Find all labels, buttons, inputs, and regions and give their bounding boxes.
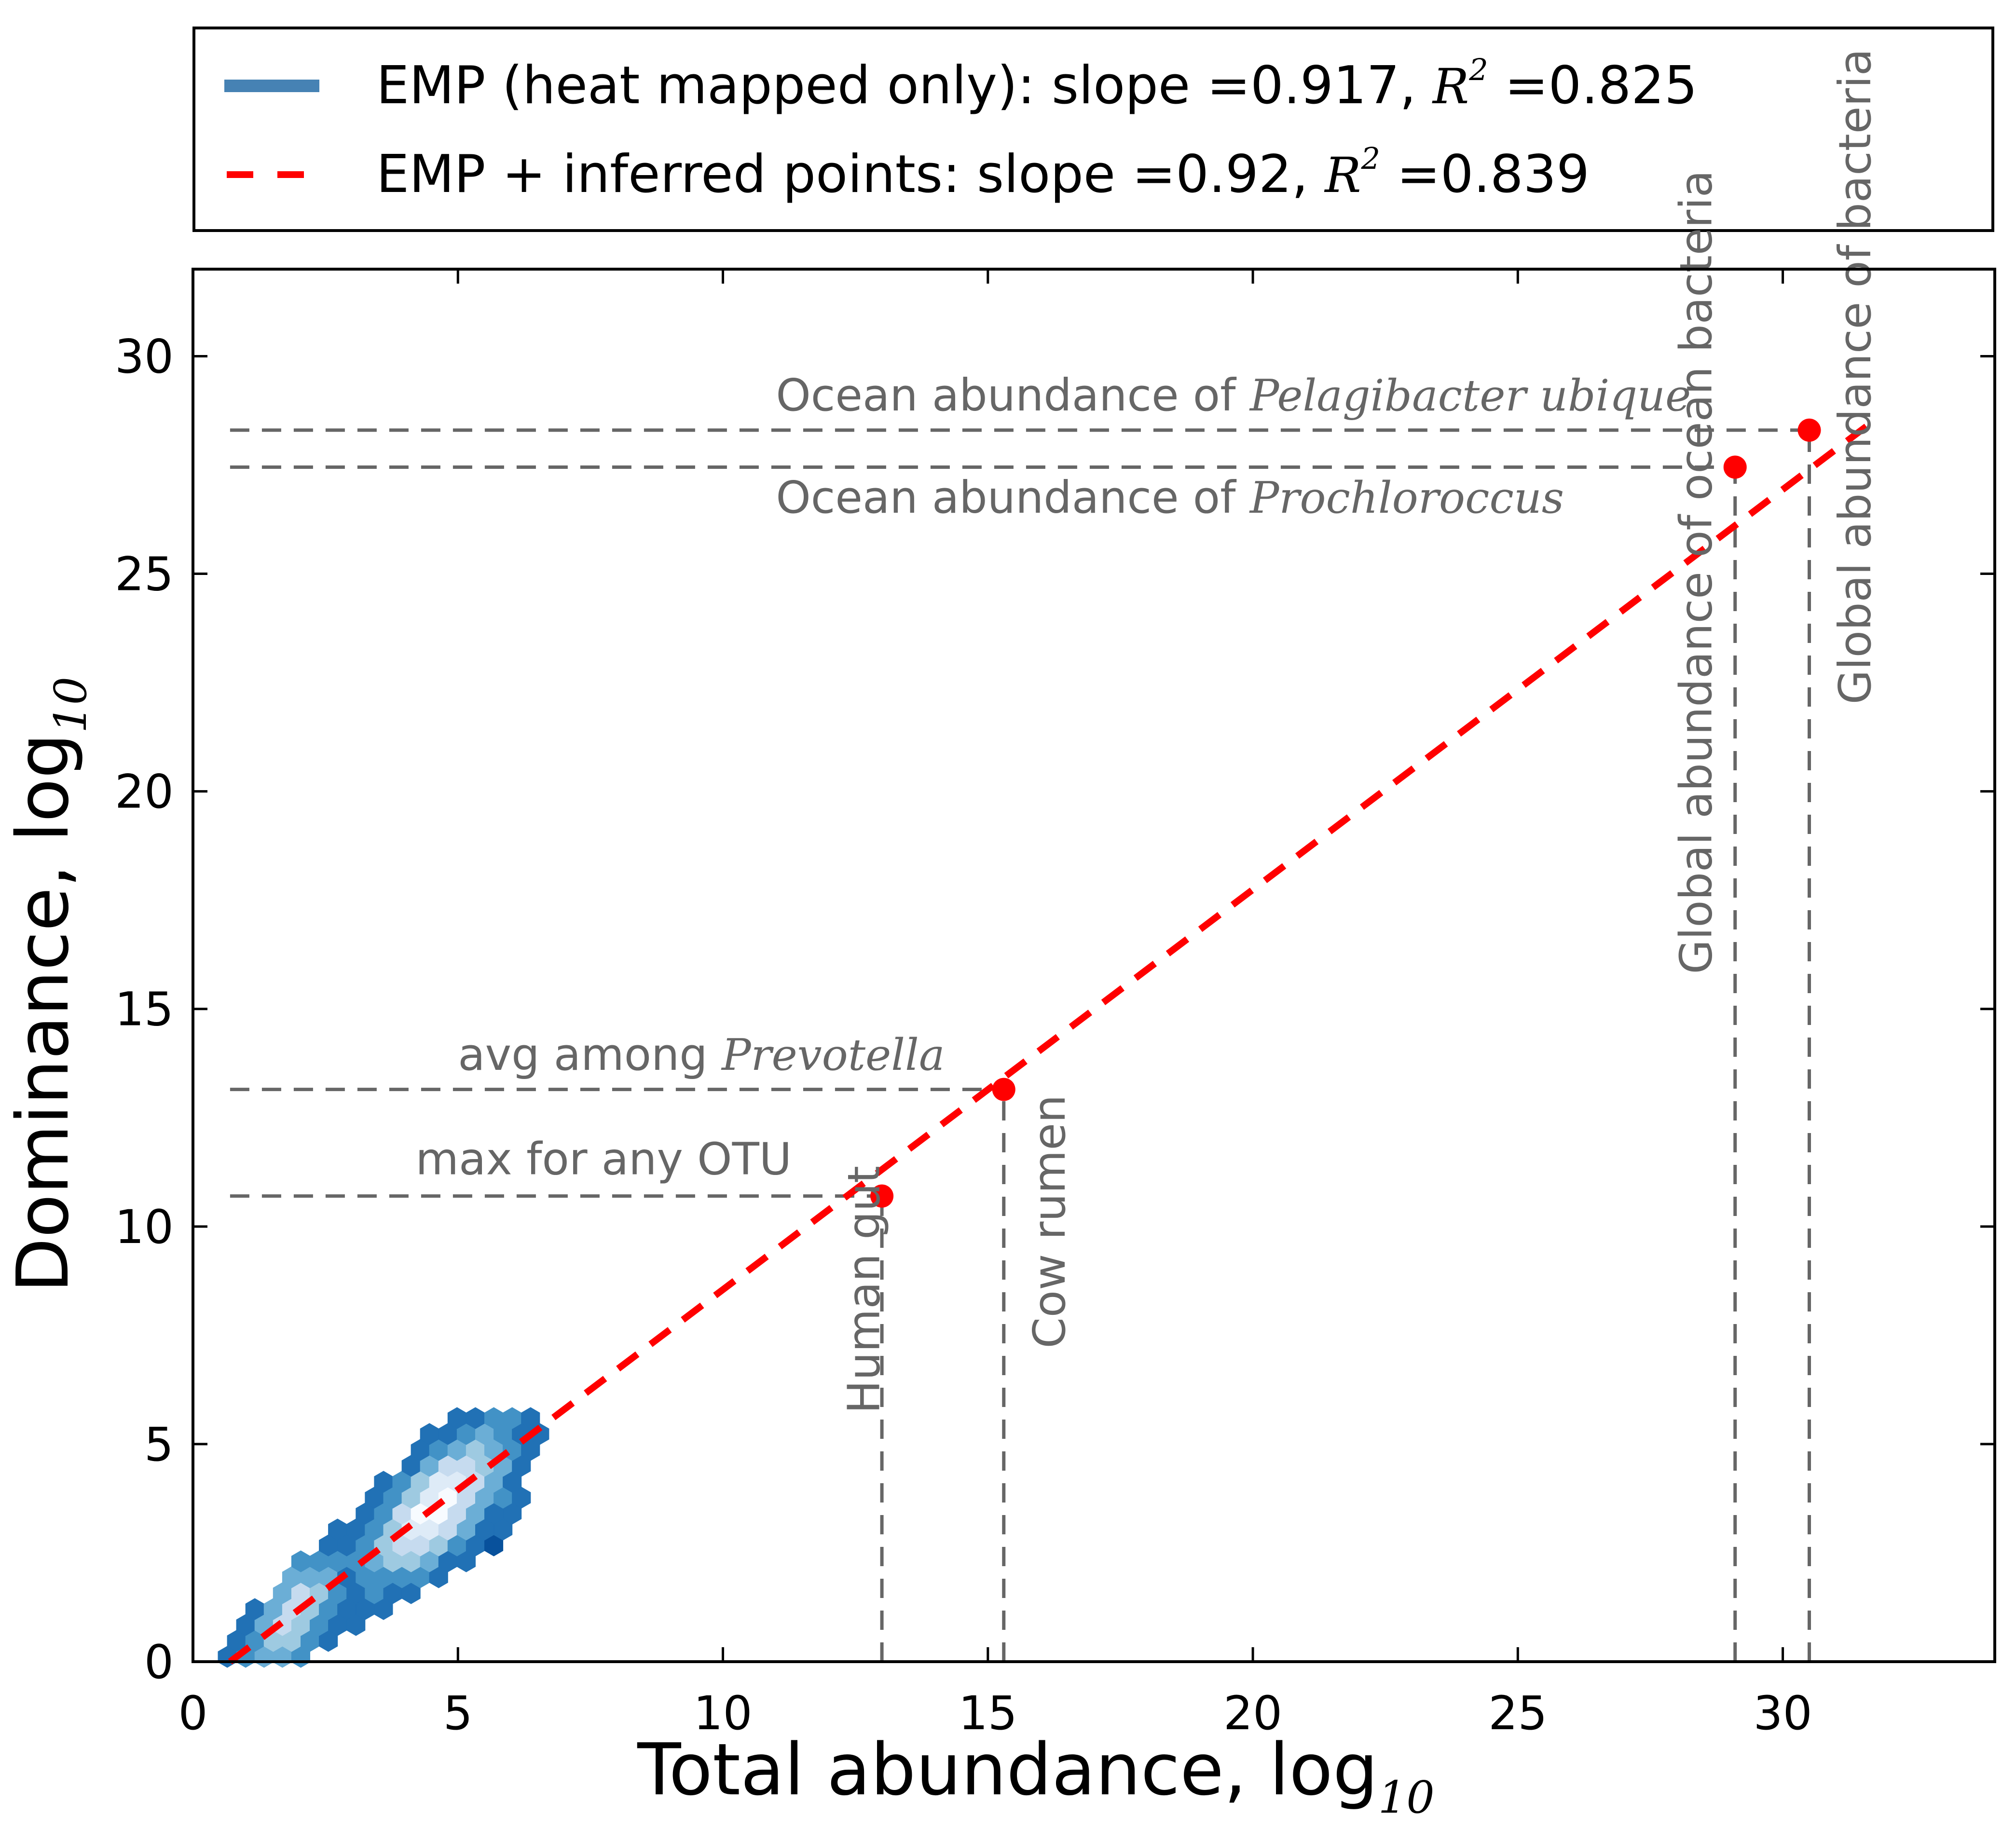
x-tick-label: 20 [1223, 1686, 1282, 1740]
annotation-text: Ocean abundance of [776, 369, 1249, 421]
x-axis-label-subscript: 10 [1378, 1772, 1435, 1823]
x-tick-label: 10 [693, 1686, 752, 1740]
annotation-label: Human gut [838, 1166, 890, 1414]
y-tick-label: 0 [144, 1635, 174, 1689]
x-tick-label: 15 [959, 1686, 1017, 1740]
legend-text: EMP + inferred points: slope =0.92, [376, 144, 1325, 205]
legend-r2-exp: 2 [1468, 52, 1488, 87]
fit-line [228, 419, 1875, 1665]
x-tick-label: 0 [178, 1686, 207, 1740]
legend-r2-symbol: R [1324, 147, 1361, 204]
y-tick-label: 20 [115, 765, 174, 819]
y-tick-label: 10 [115, 1200, 174, 1254]
y-tick-label: 5 [144, 1418, 174, 1472]
annotation-italic: Prevotella [721, 1030, 945, 1080]
data-point [992, 1078, 1015, 1101]
legend-frame [192, 27, 1994, 232]
annotation-text: Human gut [838, 1166, 890, 1414]
annotation-label: Global abundance of bacteria [1829, 49, 1881, 704]
x-tick-label: 25 [1488, 1686, 1547, 1740]
annotation-label: max for any OTU [415, 1134, 792, 1185]
annotation-text: Global abundance of bacteria [1829, 49, 1881, 704]
y-axis-label-subscript: 10 [45, 677, 96, 733]
x-tick-label: 5 [443, 1686, 473, 1740]
annotation-text: Cow rumen [1024, 1095, 1075, 1349]
legend-text: EMP (heat mapped only): slope =0.917, [376, 55, 1433, 116]
plot-area: Ocean abundance of Pelagibacter ubiqueOc… [1, 49, 1996, 1823]
legend-r2-exp: 2 [1361, 141, 1380, 176]
legend-r2-value: =0.825 [1488, 55, 1698, 116]
hexbin-layer [218, 1407, 549, 1668]
x-axis-label-text: Total abundance, log [637, 1728, 1378, 1811]
annotation-italic: Prochloroccus [1249, 473, 1564, 523]
legend-r2-symbol: R [1432, 58, 1469, 115]
annotation-text: avg among [458, 1029, 722, 1080]
x-axis-label: Total abundance, log10 [637, 1728, 1435, 1823]
legend: EMP (heat mapped only): slope =0.917, R2… [192, 27, 1994, 232]
plot-frame [192, 268, 1996, 1663]
annotation-text: Global abundance of ocean bacteria [1670, 170, 1722, 974]
y-tick-label: 15 [115, 983, 174, 1037]
y-axis-label-text: Dominance, log [1, 733, 84, 1293]
y-axis-label: Dominance, log10 [1, 677, 96, 1293]
annotation-text: max for any OTU [415, 1134, 792, 1185]
annotation-text: Ocean abundance of [776, 472, 1249, 523]
y-tick-label: 25 [115, 547, 174, 601]
y-tick-label: 30 [115, 329, 174, 383]
x-tick-label: 30 [1754, 1686, 1812, 1740]
annotation-label: Global abundance of ocean bacteria [1670, 170, 1722, 974]
hexbin-cell [521, 1407, 540, 1429]
annotation-italic: Pelagibacter ubique [1249, 370, 1691, 421]
legend-r2-value: =0.839 [1380, 144, 1590, 205]
data-point [1723, 455, 1747, 479]
data-point [1797, 418, 1821, 442]
annotation-label: Ocean abundance of Prochloroccus [776, 472, 1564, 523]
legend-entry-text: EMP (heat mapped only): slope =0.917, R2… [376, 52, 1698, 116]
legend-entry-text: EMP + inferred points: slope =0.92, R2 =… [376, 141, 1590, 205]
annotation-label: Cow rumen [1024, 1095, 1075, 1349]
data-point [870, 1184, 894, 1208]
annotation-label: avg among Prevotella [458, 1029, 945, 1080]
annotation-label: Ocean abundance of Pelagibacter ubique [776, 369, 1691, 421]
